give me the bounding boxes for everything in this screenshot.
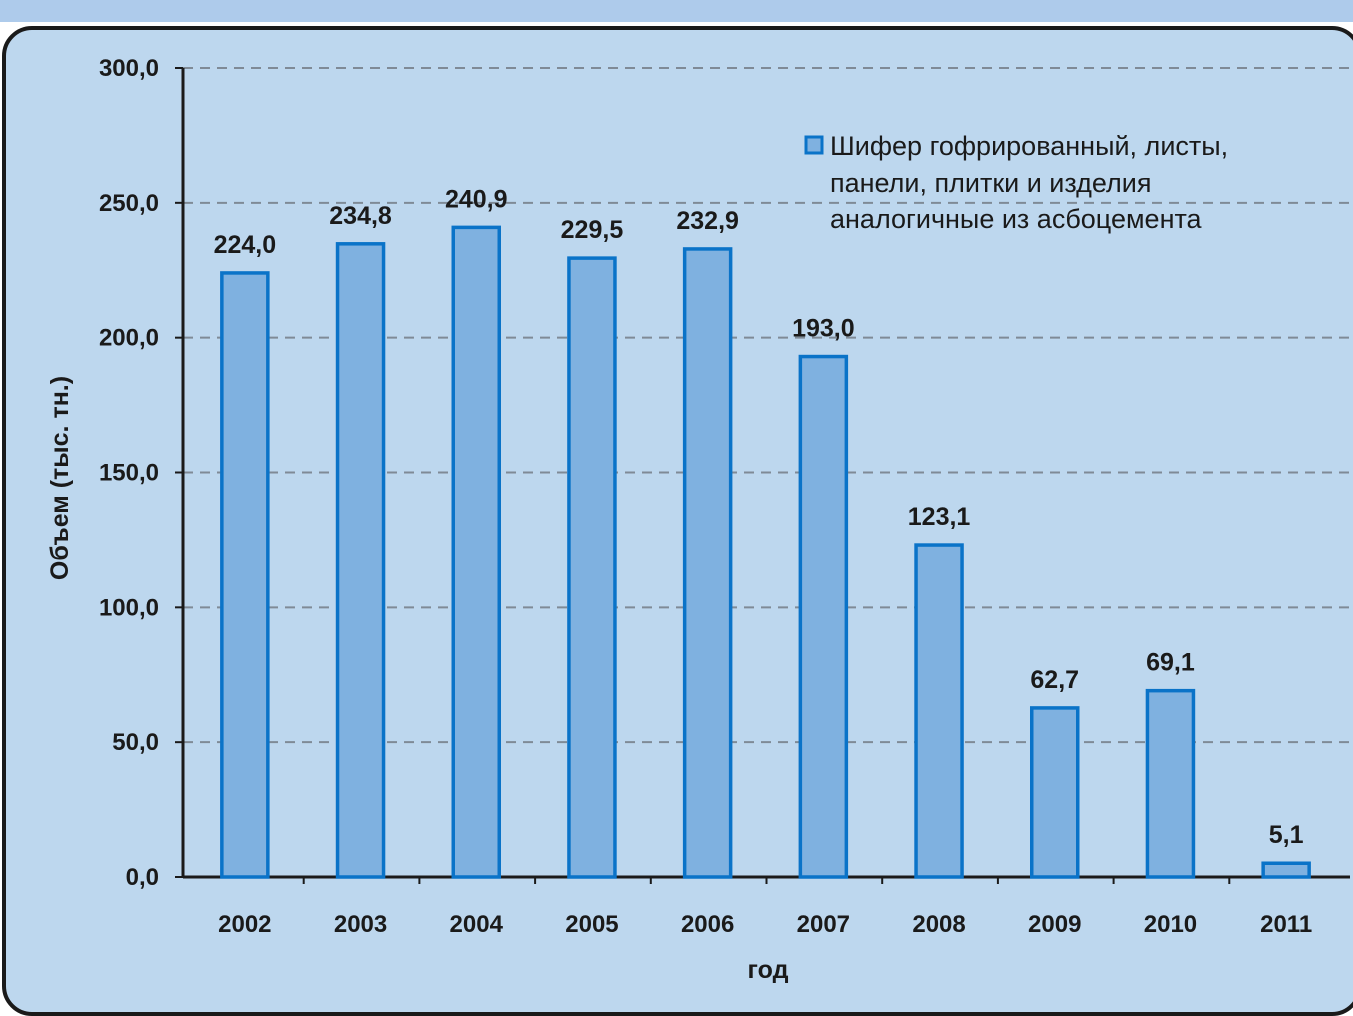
x-tick-label-2010: 2010	[1144, 911, 1197, 938]
y-tick-label: 200,0	[99, 325, 159, 352]
x-tick-label-2009: 2009	[1028, 911, 1081, 938]
data-label-2002: 224,0	[214, 231, 277, 259]
x-tick-labels: 2002 2003 2004 2005 2006 2007 2008 2009 2010 2011	[218, 911, 1312, 938]
y-tick-label: 0,0	[126, 864, 159, 891]
x-tick-label-2008: 2008	[912, 911, 965, 938]
y-tick-label: 150,0	[99, 460, 159, 487]
bar-2002	[220, 271, 270, 879]
data-label-2011: 5,1	[1269, 821, 1304, 849]
x-axis-title: год	[748, 956, 789, 984]
legend-line-3: аналогичные из асбоцемента	[830, 204, 1203, 234]
data-label-2005: 229,5	[561, 216, 624, 244]
data-label-2010: 69,1	[1146, 649, 1195, 677]
legend-swatch	[804, 135, 824, 155]
x-tick-label-2006: 2006	[681, 911, 734, 938]
y-tick-label: 100,0	[99, 594, 159, 621]
y-tick-labels: 0,0 50,0 100,0 150,0 200,0 250,0 300,0	[99, 55, 159, 891]
bar-2006	[682, 247, 733, 879]
data-label-2006: 232,9	[676, 207, 739, 235]
data-label-2007: 193,0	[792, 315, 855, 343]
top-band	[0, 0, 1353, 22]
y-tick-label: 50,0	[112, 729, 159, 756]
bars	[220, 225, 1311, 879]
bar-2009	[1030, 706, 1080, 879]
x-tick-label-2003: 2003	[334, 911, 387, 938]
data-label-2003: 234,8	[329, 202, 392, 230]
bar-2005	[567, 256, 617, 879]
data-labels: 224,0 234,8 240,9 229,5 232,9 193,0 123,1 62,7 6…	[214, 185, 1304, 849]
legend-line-2: панели, плитки и изделия	[830, 168, 1152, 198]
bar-2010	[1145, 688, 1196, 879]
bar-2011	[1261, 861, 1311, 879]
bar-2007	[798, 354, 849, 879]
y-axis-title: Объем (тыс. тн.)	[46, 376, 74, 580]
legend: Шифер гофрированный, листы, панели, плит…	[804, 131, 1228, 234]
y-tick-label: 250,0	[99, 190, 159, 217]
x-tick-label-2005: 2005	[565, 911, 618, 938]
x-tick-label-2007: 2007	[797, 911, 850, 938]
bar-2008	[914, 543, 964, 879]
legend-line-1: Шифер гофрированный, листы,	[830, 131, 1228, 161]
x-tick-label-2011: 2011	[1260, 911, 1312, 938]
data-label-2009: 62,7	[1030, 666, 1079, 694]
bar-2003	[335, 242, 386, 879]
bar-2004	[451, 225, 501, 879]
y-tick-label: 300,0	[99, 55, 159, 82]
data-label-2004: 240,9	[445, 185, 508, 213]
data-label-2008: 123,1	[908, 503, 971, 531]
x-tick-label-2002: 2002	[218, 911, 271, 938]
x-tick-label-2004: 2004	[450, 911, 504, 938]
